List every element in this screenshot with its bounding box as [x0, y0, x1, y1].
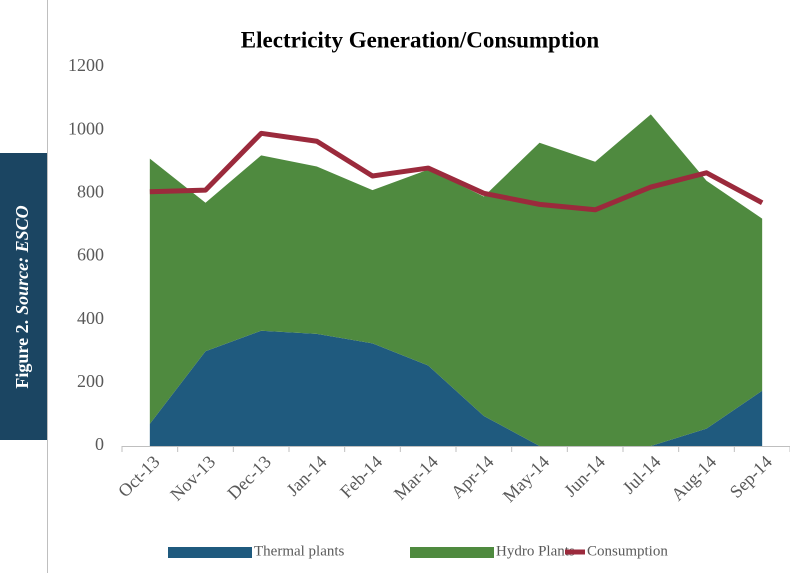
x-tick-label: Jul-14 — [619, 452, 665, 498]
area — [149, 330, 763, 446]
y-tick-label: 0 — [95, 434, 104, 454]
x-tick-label: Jan-14 — [282, 452, 330, 500]
legend-swatch — [410, 547, 494, 558]
x-tick-label: Dec-13 — [223, 452, 275, 504]
legend-swatch — [168, 547, 252, 558]
y-tick-label: 1000 — [68, 118, 104, 138]
y-tick-label: 600 — [77, 245, 104, 265]
y-tick-label: 400 — [77, 308, 104, 328]
x-tick-label: Mar-14 — [390, 452, 442, 504]
y-tick-label: 200 — [77, 371, 104, 391]
chart-title: Electricity Generation/Consumption — [241, 27, 600, 52]
x-tick-label: Jun-14 — [560, 452, 609, 501]
x-tick-label: Nov-13 — [166, 452, 219, 505]
x-tick-label: May-14 — [499, 452, 553, 506]
x-tick-label: Oct-13 — [114, 452, 163, 501]
figure-number: Figure 2. — [12, 320, 32, 389]
y-tick-label: 1200 — [68, 55, 104, 75]
line — [149, 130, 764, 213]
legend-label: Consumption — [587, 543, 668, 559]
x-tick-label: Feb-14 — [336, 452, 386, 502]
legend-label: Thermal plants — [254, 543, 345, 559]
figure-source: Source: ESCO — [12, 205, 32, 315]
x-tick-label: Aug-14 — [667, 452, 720, 505]
figure-label: Figure 2. Source: ESCO — [12, 205, 32, 388]
x-tick-label: Sep-14 — [726, 452, 776, 502]
y-tick-label: 800 — [77, 181, 104, 201]
figure-label-box — [0, 153, 47, 440]
area — [149, 114, 763, 446]
x-tick-label: Apr-14 — [447, 452, 498, 503]
legend-label: Hydro Plants — [496, 543, 575, 559]
